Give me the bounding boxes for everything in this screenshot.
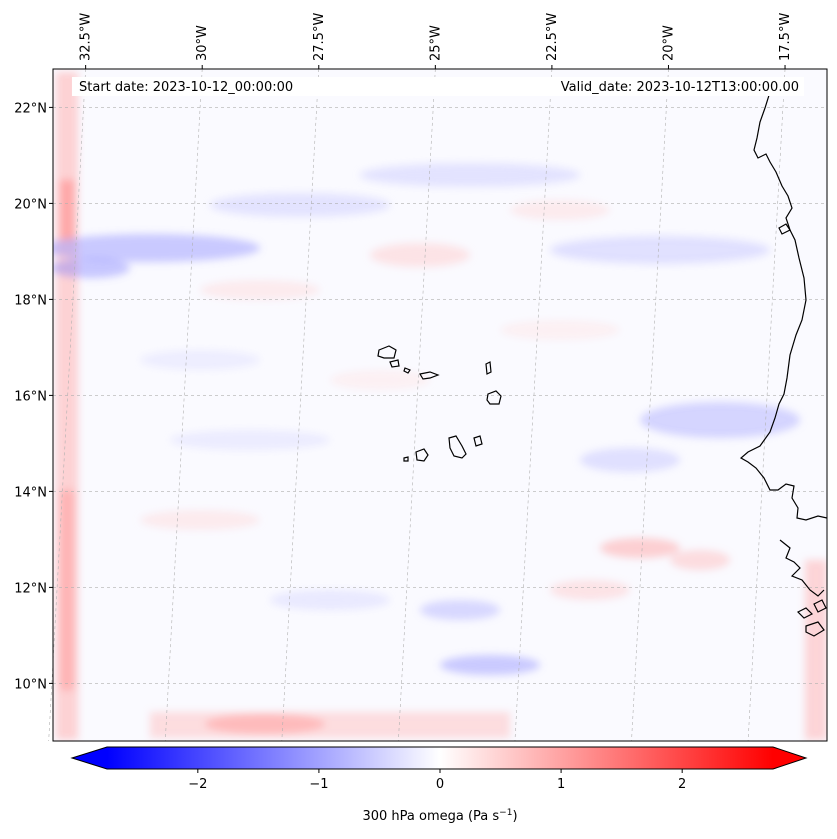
latitude-labels: 22°N 20°N 18°N 16°N 14°N 12°N 10°N xyxy=(14,101,53,692)
lat-tick-label: 16°N xyxy=(14,389,47,404)
west-africa-coastline xyxy=(739,91,827,521)
coastal-islet xyxy=(778,223,791,235)
lon-tick-label: 20°W xyxy=(661,25,676,61)
island-brava xyxy=(403,456,409,462)
meridian-gridline xyxy=(514,68,553,742)
colorbar-label: 300 hPa omega (Pa s−1) xyxy=(362,808,517,824)
lat-tick-label: 18°N xyxy=(14,293,47,308)
lon-tick-label: 32.5°W xyxy=(79,13,94,61)
lat-tick-label: 22°N xyxy=(14,101,47,116)
colorbar-tick-label: 1 xyxy=(557,777,565,792)
map-frame xyxy=(52,68,828,742)
island-sao-vicente xyxy=(389,359,400,368)
colorbar-label-superscript: −1 xyxy=(499,808,512,818)
island-sal xyxy=(485,361,492,375)
guinea-bissau-coast xyxy=(779,539,825,597)
colorbar-label-text: 300 hPa omega (Pa s xyxy=(362,809,499,824)
coastline xyxy=(377,91,827,637)
island-santiago xyxy=(448,435,467,459)
island-santa-luzia xyxy=(403,367,411,374)
lon-tick-label: 22.5°W xyxy=(545,13,560,61)
island-maio xyxy=(473,435,483,447)
omega-field xyxy=(53,72,827,740)
colorbar: −2 −1 0 1 2 300 hPa omega (Pa s−1) xyxy=(70,746,808,824)
island-fogo xyxy=(415,448,429,462)
valid-date-label: Valid_date: 2023-10-12T13:00:00.00 xyxy=(561,80,799,95)
lon-tick-label: 27.5°W xyxy=(312,13,327,61)
lat-tick-label: 12°N xyxy=(14,581,47,596)
lon-tick-label: 30°W xyxy=(195,25,210,61)
lon-tick-label: 17.5°W xyxy=(778,13,793,61)
meridian-gridline xyxy=(281,68,320,742)
lon-tick-label: 25°W xyxy=(428,25,443,61)
map-panel: Start date: 2023-10-12_00:00:00 Valid_da… xyxy=(48,68,828,742)
bissagos-island-b xyxy=(805,621,825,637)
meridian-gridline xyxy=(164,68,203,742)
colorbar-tick-label: −2 xyxy=(188,777,207,792)
colorbar-ticks: −2 −1 0 1 2 xyxy=(188,769,686,792)
island-santo-antao xyxy=(377,345,397,359)
longitude-labels: 32.5°W 30°W 27.5°W 25°W 22.5°W 20°W 17.5°W xyxy=(79,13,793,69)
bissagos-island-c xyxy=(813,599,827,613)
meridian-gridline xyxy=(747,68,786,742)
header-strip xyxy=(72,77,804,96)
lat-tick-label: 10°N xyxy=(14,677,47,692)
colorbar-tick-label: 2 xyxy=(678,777,686,792)
colorbar-tick-label: 0 xyxy=(436,777,444,792)
gridlines xyxy=(48,68,827,742)
colorbar-min-extension xyxy=(72,747,107,769)
meridian-gridline xyxy=(631,68,669,742)
colorbar-tick-label: −1 xyxy=(309,777,328,792)
colorbar-outline xyxy=(70,746,808,770)
start-date-label: Start date: 2023-10-12_00:00:00 xyxy=(79,80,293,95)
island-sao-nicolau xyxy=(419,371,440,380)
meridian-gridline xyxy=(398,68,436,742)
colorbar-max-extension xyxy=(773,747,806,769)
bissagos-island-a xyxy=(796,607,814,619)
meridian-gridline xyxy=(48,68,86,742)
colorbar-label-close: ) xyxy=(512,809,517,824)
lat-tick-label: 20°N xyxy=(14,197,47,212)
lat-tick-label: 14°N xyxy=(14,485,47,500)
colorbar-gradient xyxy=(107,747,773,769)
island-boa-vista xyxy=(486,390,502,405)
